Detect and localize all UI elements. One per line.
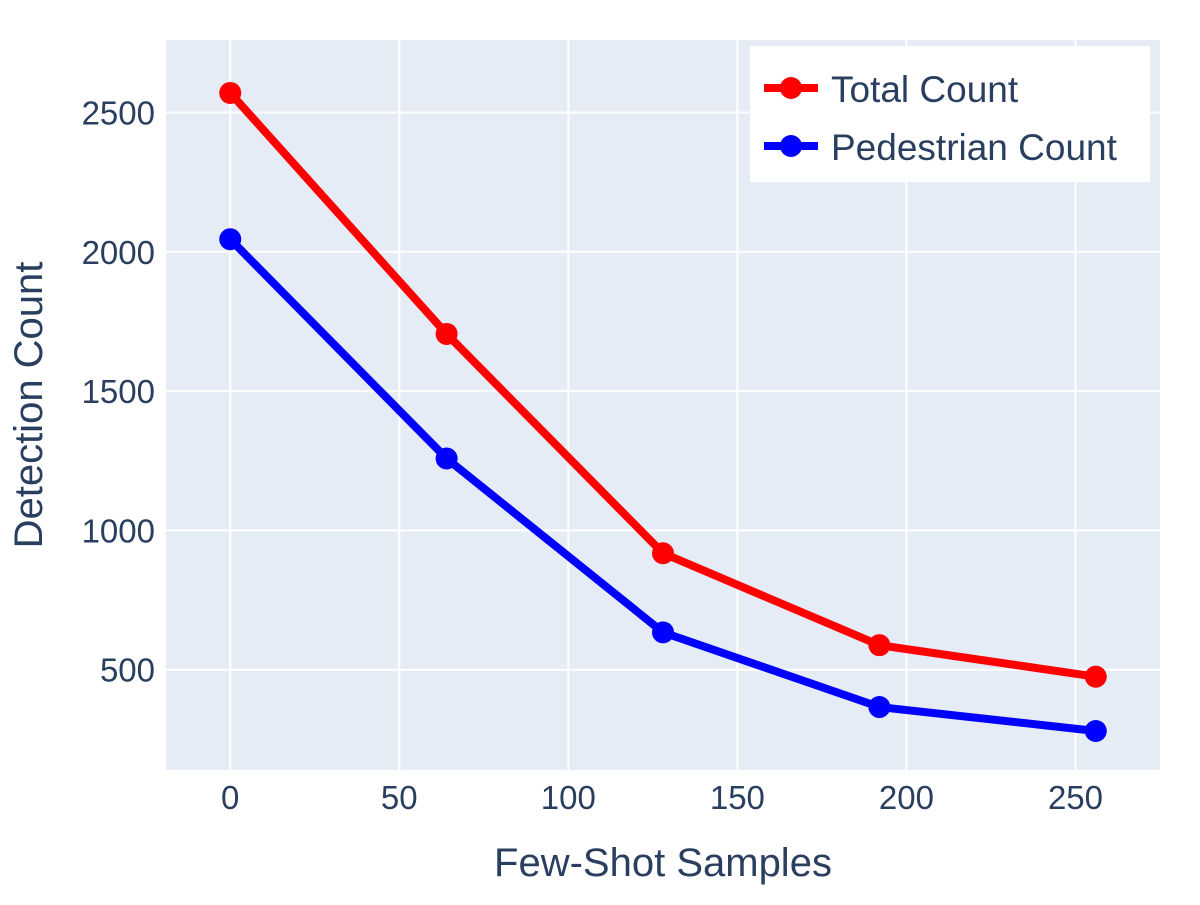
y-axis-title: Detection Count bbox=[7, 262, 51, 549]
legend[interactable]: Total Count Pedestrian Count bbox=[750, 46, 1150, 182]
legend-marker bbox=[780, 135, 802, 157]
x-tick-label: 100 bbox=[541, 779, 596, 816]
data-point bbox=[435, 322, 458, 345]
series-1 bbox=[219, 81, 1107, 688]
data-point bbox=[1084, 665, 1107, 688]
y-tick-label: 1000 bbox=[82, 512, 155, 549]
data-point bbox=[868, 696, 891, 719]
data-point bbox=[652, 542, 674, 565]
x-axis-title: Few-Shot Samples bbox=[494, 841, 832, 885]
legend-label: Total Count bbox=[831, 69, 1019, 110]
tick-labels: 0 50 100 150 200 250 500 1000 1500 2000 2500 bbox=[82, 94, 1103, 816]
y-tick-label: 500 bbox=[100, 652, 155, 689]
series-layer bbox=[219, 81, 1107, 742]
x-tick-label: 200 bbox=[879, 779, 934, 816]
legend-background bbox=[750, 46, 1150, 182]
data-point bbox=[652, 621, 674, 644]
y-tick-label: 2500 bbox=[82, 94, 155, 131]
x-tick-label: 50 bbox=[381, 779, 418, 816]
y-tick-label: 1500 bbox=[82, 373, 155, 410]
data-point bbox=[1084, 719, 1107, 742]
legend-label: Pedestrian Count bbox=[831, 127, 1118, 168]
data-point bbox=[219, 81, 242, 104]
data-point bbox=[435, 447, 458, 470]
series-2 bbox=[219, 228, 1107, 742]
x-tick-label: 0 bbox=[221, 779, 239, 816]
legend-marker bbox=[780, 77, 802, 99]
x-tick-label: 150 bbox=[710, 779, 765, 816]
legend-items[interactable]: Total Count Pedestrian Count bbox=[764, 69, 1118, 168]
legend-item[interactable]: Pedestrian Count bbox=[764, 127, 1118, 168]
legend-item[interactable]: Total Count bbox=[764, 69, 1019, 110]
data-point bbox=[219, 228, 242, 251]
x-tick-label: 250 bbox=[1048, 779, 1103, 816]
y-tick-label: 2000 bbox=[82, 234, 155, 271]
data-point bbox=[868, 634, 891, 657]
